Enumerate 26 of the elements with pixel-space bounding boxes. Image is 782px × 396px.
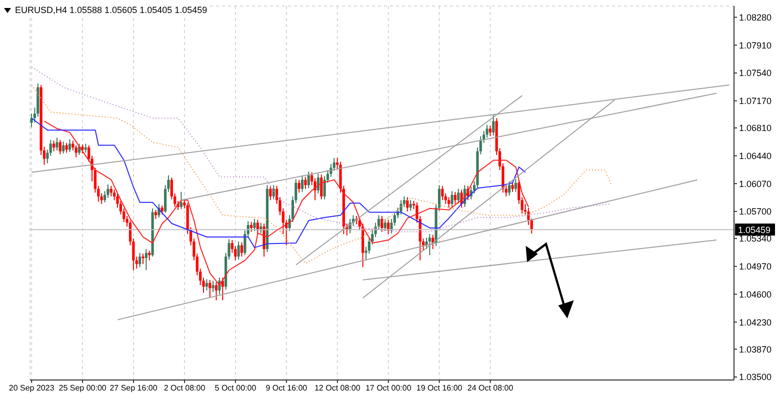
- x-tick-label: 9 Oct 16:00: [266, 384, 308, 393]
- x-tick-label: 5 Oct 00:00: [214, 384, 257, 393]
- x-tick-label: 25 Sep 00:00: [58, 384, 107, 393]
- y-tick-label: 1.03870: [739, 344, 772, 354]
- chart-title: EURUSD,H4 1.05588 1.05605 1.05405 1.05459: [15, 5, 208, 15]
- y-tick-label: 1.08280: [739, 12, 772, 22]
- x-tick-label: 20 Sep 2023: [8, 384, 55, 393]
- x-tick-label: 2 Oct 08:00: [164, 384, 206, 393]
- y-tick-label: 1.05700: [739, 206, 772, 217]
- x-tick-label: 24 Oct 08:00: [467, 384, 514, 393]
- y-tick-label: 1.06810: [739, 123, 772, 134]
- y-tick-label: 1.03500: [739, 372, 772, 382]
- x-tick-label: 17 Oct 00:00: [365, 384, 412, 393]
- ref-line-label: 1.05459: [738, 225, 771, 236]
- y-tick-label: 1.07540: [739, 68, 772, 78]
- x-tick-label: 19 Oct 16:00: [416, 384, 463, 393]
- y-tick-label: 1.04230: [739, 317, 772, 328]
- x-tick-label: 12 Oct 08:00: [314, 384, 361, 393]
- y-tick-label: 1.05340: [739, 234, 772, 244]
- y-tick-label: 1.07910: [739, 40, 772, 50]
- y-tick-label: 1.04970: [739, 262, 772, 272]
- y-tick-label: 1.04600: [739, 289, 772, 300]
- y-tick-label: 1.06440: [739, 150, 772, 161]
- x-tick-label: 27 Sep 16:00: [110, 384, 158, 393]
- y-tick-label: 1.07170: [739, 96, 772, 106]
- y-tick-label: 1.06070: [739, 178, 772, 189]
